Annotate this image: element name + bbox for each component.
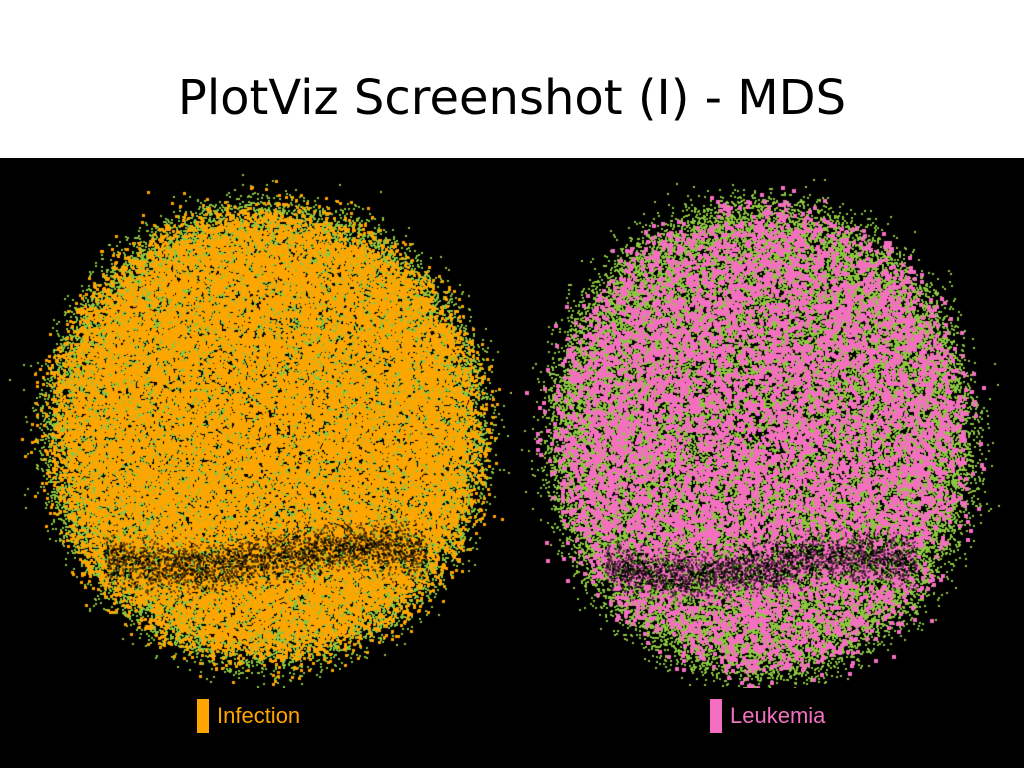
legend-leukemia: Leukemia bbox=[710, 698, 825, 734]
legend-label-leukemia: Leukemia bbox=[730, 703, 826, 728]
legend-infection: Infection bbox=[197, 698, 300, 734]
mds-point-cloud-infection[interactable] bbox=[0, 158, 512, 688]
slide-title: PlotViz Screenshot (I) - MDS bbox=[177, 70, 847, 126]
mds-point-cloud-leukemia[interactable] bbox=[512, 158, 1024, 688]
legend-label-infection: Infection bbox=[217, 703, 301, 728]
plotviz-screenshot: Infection Leukemia bbox=[0, 158, 1024, 768]
legend-swatch-infection bbox=[197, 699, 209, 733]
legend-swatch-leukemia bbox=[710, 699, 722, 733]
